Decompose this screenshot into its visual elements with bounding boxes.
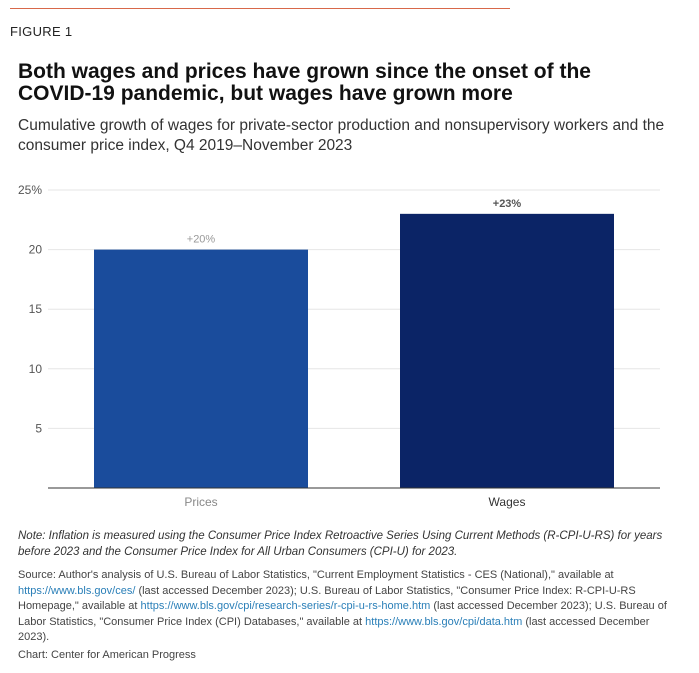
y-tick-label: 20 (29, 243, 43, 257)
top-rule (10, 8, 510, 9)
figure-label: FIGURE 1 (10, 24, 73, 39)
y-tick-label: 25% (18, 183, 42, 197)
y-tick-label: 15 (29, 302, 43, 316)
chart-title: Both wages and prices have grown since t… (18, 60, 591, 105)
data-label: +20% (187, 234, 216, 246)
chart-source: Source: Author's analysis of U.S. Bureau… (18, 568, 678, 646)
bar-prices (94, 249, 308, 488)
chart-note: Note: Inflation is measured using the Co… (18, 530, 663, 558)
chart-subtitle: Cumulative growth of wages for private-s… (18, 117, 665, 154)
bar-chart: 5 10 15 20 25% +20% Prices +23% Wages (18, 183, 660, 509)
bar-wages (400, 213, 614, 488)
source-text: (last accessed December 2023); U.S. Bure… (18, 600, 667, 628)
y-tick-label: 10 (29, 362, 43, 376)
x-tick-label: Prices (184, 495, 217, 509)
source-link[interactable]: https://www.bls.gov/cpi/research-series/… (140, 600, 431, 612)
source-link[interactable]: https://www.bls.gov/ces/ (18, 584, 136, 597)
source-text: (last accessed December 2023); U.S. Bure… (18, 584, 636, 613)
x-tick-label: Wages (489, 495, 526, 509)
chart-credit: Chart: Center for American Progress (18, 649, 196, 661)
source-link[interactable]: https://www.bls.gov/cpi/data.htm (365, 615, 523, 628)
source-text: (last accessed December 2023). (18, 615, 650, 644)
y-tick-label: 5 (35, 421, 42, 435)
source-text: Source: Author's analysis of U.S. Bureau… (18, 569, 614, 581)
data-label: +23% (493, 198, 522, 210)
